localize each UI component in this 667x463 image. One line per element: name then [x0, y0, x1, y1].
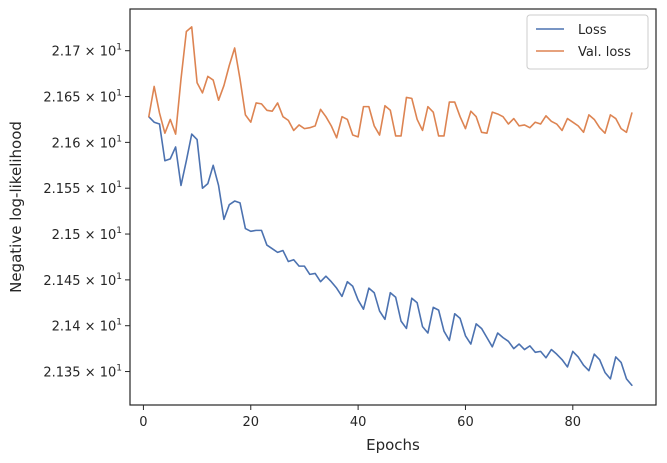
- y-tick-label: 2.135 × 101: [43, 364, 122, 381]
- legend: Loss Val. loss: [526, 14, 649, 70]
- x-tick-label: 40: [350, 415, 367, 430]
- y-tick-label: 2.15 × 101: [52, 226, 122, 243]
- legend-label-1: Loss: [578, 23, 607, 38]
- y-tick-label: 2.16 × 101: [52, 134, 122, 151]
- y-tick-label: 2.165 × 101: [43, 89, 122, 106]
- y-tick-label: 2.145 × 101: [43, 272, 122, 289]
- y-tick-label: 2.14 × 101: [52, 318, 122, 335]
- series-line-2: [147, 26, 633, 139]
- y-tick-label: 2.17 × 101: [52, 43, 122, 60]
- y-ticks: 2.135 × 101 2.14 × 101 2.145 × 101 2.15 × 1…: [43, 43, 130, 381]
- plot-frame: [129, 8, 657, 406]
- x-tick-label: 0: [139, 415, 147, 430]
- series-line-1: [147, 115, 633, 387]
- x-tick-label: 80: [565, 415, 582, 430]
- x-tick-label: 60: [457, 415, 474, 430]
- x-axis-label: Epochs: [366, 436, 420, 454]
- x-ticks: 0 20 40 60 80: [139, 405, 581, 430]
- series-layer: [147, 26, 633, 387]
- y-axis-label: Negative log-likelihood: [7, 121, 25, 293]
- legend-label-2: Val. loss: [578, 45, 631, 60]
- y-tick-label: 2.155 × 101: [43, 180, 122, 197]
- x-tick-label: 20: [242, 415, 259, 430]
